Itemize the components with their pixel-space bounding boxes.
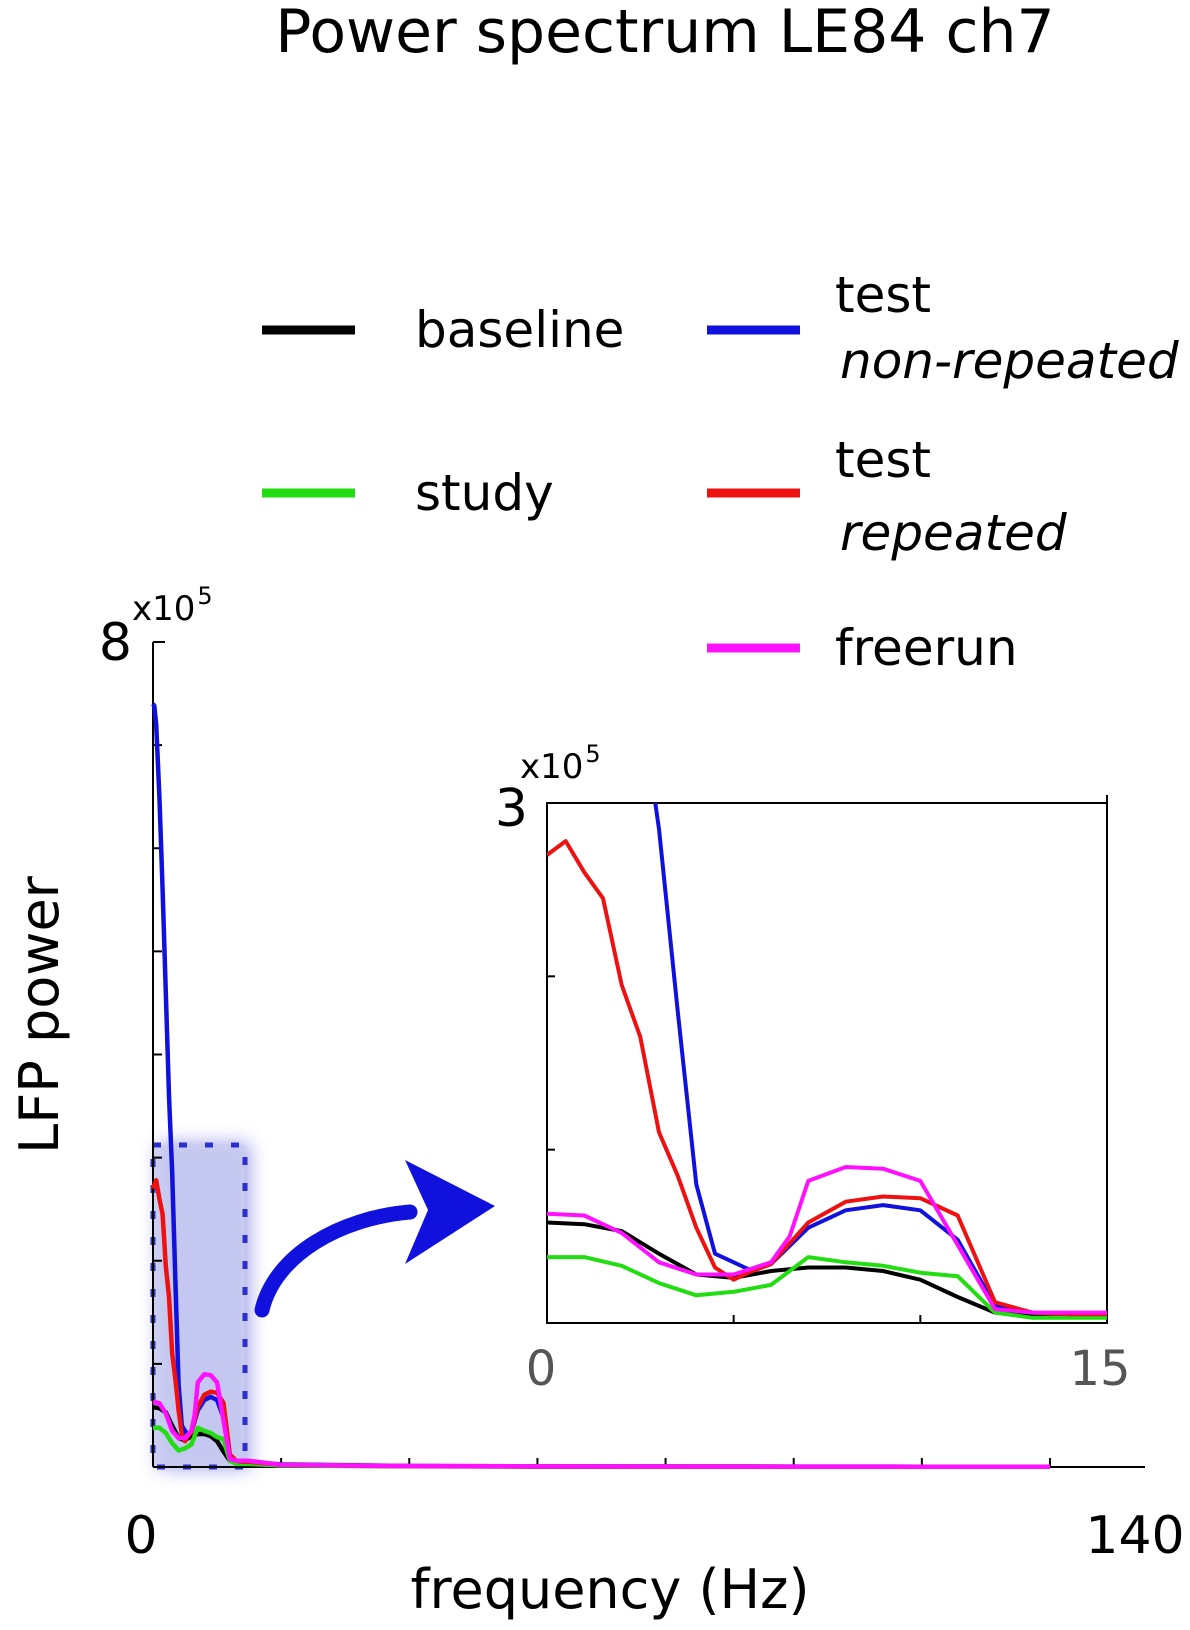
main-series-study bbox=[153, 1425, 1050, 1469]
main-y-tick-top: 8 bbox=[99, 613, 132, 673]
main-series bbox=[150, 702, 1050, 1469]
legend-freerun-label: freerun bbox=[835, 619, 1018, 677]
inset-series-study bbox=[547, 1255, 1107, 1320]
main-y-exponent: x105 bbox=[132, 582, 213, 629]
inset-y-exponent-base: x10 bbox=[520, 747, 583, 787]
zoom-arrow bbox=[254, 1160, 495, 1318]
legend-baseline-label: baseline bbox=[415, 301, 624, 359]
inset-x-tick-0: 0 bbox=[526, 1341, 557, 1397]
main-x-tick-0: 0 bbox=[124, 1506, 157, 1566]
inset-y-tick-top: 3 bbox=[495, 779, 528, 839]
legend-test-non-repeated-label: test bbox=[835, 266, 931, 324]
chart-title: Power spectrum LE84 ch7 bbox=[275, 0, 1054, 67]
legend-test-non-repeated-sublabel: non-repeated bbox=[840, 332, 1179, 390]
x-axis-label: frequency (Hz) bbox=[410, 1558, 809, 1621]
inset-frame bbox=[546, 802, 1108, 1324]
inset-series bbox=[547, 803, 1107, 1320]
legend-test-repeated-sublabel: repeated bbox=[840, 504, 1067, 562]
main-y-exponent-base: x10 bbox=[132, 589, 195, 629]
main-series-freerun bbox=[152, 1371, 1050, 1469]
inset-series-freerun bbox=[547, 1165, 1107, 1315]
main-series-baseline bbox=[152, 1404, 1050, 1469]
inset-y-exponent-power: 5 bbox=[585, 740, 600, 768]
legend-test-repeated-label: test bbox=[835, 431, 931, 489]
legend-study-label: study bbox=[415, 464, 554, 522]
inset-series-test-repeated bbox=[547, 839, 1107, 1317]
inset-x-tick-15: 15 bbox=[1069, 1341, 1130, 1397]
inset-ticks bbox=[547, 795, 1108, 1323]
main-y-exponent-power: 5 bbox=[197, 582, 212, 610]
y-axis-label: LFP power bbox=[8, 875, 71, 1154]
legend: baseline study test non-repeated test repeate… bbox=[262, 266, 1179, 677]
inset-y-exponent: x105 bbox=[520, 740, 601, 787]
inset-series-test-non-repeated bbox=[653, 803, 1107, 1317]
main-x-tick-140: 140 bbox=[1085, 1506, 1184, 1566]
